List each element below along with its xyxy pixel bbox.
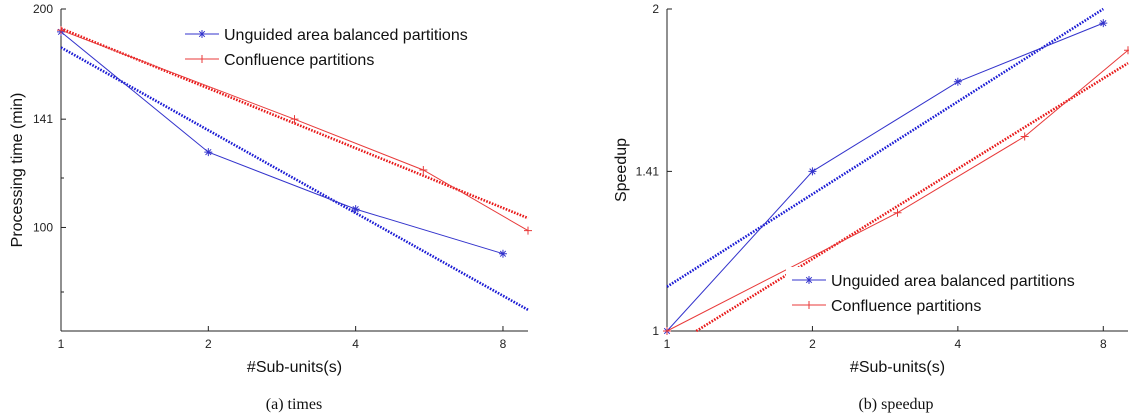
y-tick-label: 1 [652, 324, 659, 338]
plus-marker [663, 327, 671, 335]
asterisk-marker [498, 249, 507, 258]
asterisk-marker [953, 77, 962, 86]
y-tick-label: 2 [652, 2, 659, 16]
x-axis-label: #Sub-units(s) [850, 359, 945, 376]
trend-line [695, 62, 1129, 333]
plus-marker [57, 26, 65, 35]
plus-marker [805, 301, 813, 309]
plus-marker [1020, 132, 1029, 141]
legend-label: Confluence partitions [831, 298, 981, 315]
figure-caption: (a) times [266, 396, 322, 413]
asterisk-marker [198, 30, 206, 38]
asterisk-marker [204, 148, 213, 157]
plus-marker [198, 55, 206, 63]
x-tick-label: 1 [58, 337, 65, 351]
series-line [666, 49, 1129, 332]
plus-marker [290, 115, 299, 124]
x-tick-label: 2 [809, 337, 816, 351]
plus-marker [893, 208, 902, 217]
series-line [60, 29, 529, 232]
x-tick-label: 2 [205, 337, 212, 351]
trend-line [666, 7, 1104, 288]
x-tick-label: 4 [352, 337, 359, 351]
asterisk-marker [351, 205, 360, 214]
y-tick-label: 100 [33, 220, 53, 234]
x-tick-label: 8 [1100, 337, 1107, 351]
legend-label: Confluence partitions [224, 52, 374, 69]
asterisk-marker [808, 167, 817, 176]
times-panel: 100 141 200 1 2 4 8 #Sub-units(s) Processing tim… [9, 2, 532, 413]
x-axis-label: #Sub-units(s) [247, 359, 342, 376]
legend-label: Unguided area balanced partitions [831, 273, 1075, 290]
figure-caption: (b) speedup [858, 396, 933, 413]
x-tick-label: 4 [955, 337, 962, 351]
series-line [60, 31, 504, 255]
y-axis-label: Processing time (min) [9, 93, 26, 248]
legend-box [786, 267, 1128, 319]
y-tick-label: 200 [33, 2, 53, 16]
asterisk-marker [805, 276, 813, 284]
y-tick-label: 1.41 [636, 164, 660, 178]
asterisk-marker [1099, 19, 1108, 28]
legend-box [179, 21, 524, 73]
speedup-panel: 1 1.41 2 1 2 4 8 #Sub-units(s) Speedup Unguided a… [613, 2, 1129, 413]
plus-marker [524, 226, 532, 235]
plus-marker [1124, 46, 1129, 55]
x-tick-label: 1 [664, 337, 671, 351]
plus-marker [419, 166, 428, 174]
y-tick-label: 141 [33, 112, 53, 126]
x-tick-label: 8 [500, 337, 507, 351]
legend-label: Unguided area balanced partitions [224, 27, 468, 44]
trend-line [60, 46, 529, 311]
y-axis-label: Speedup [613, 138, 630, 202]
series-line [666, 22, 1104, 332]
